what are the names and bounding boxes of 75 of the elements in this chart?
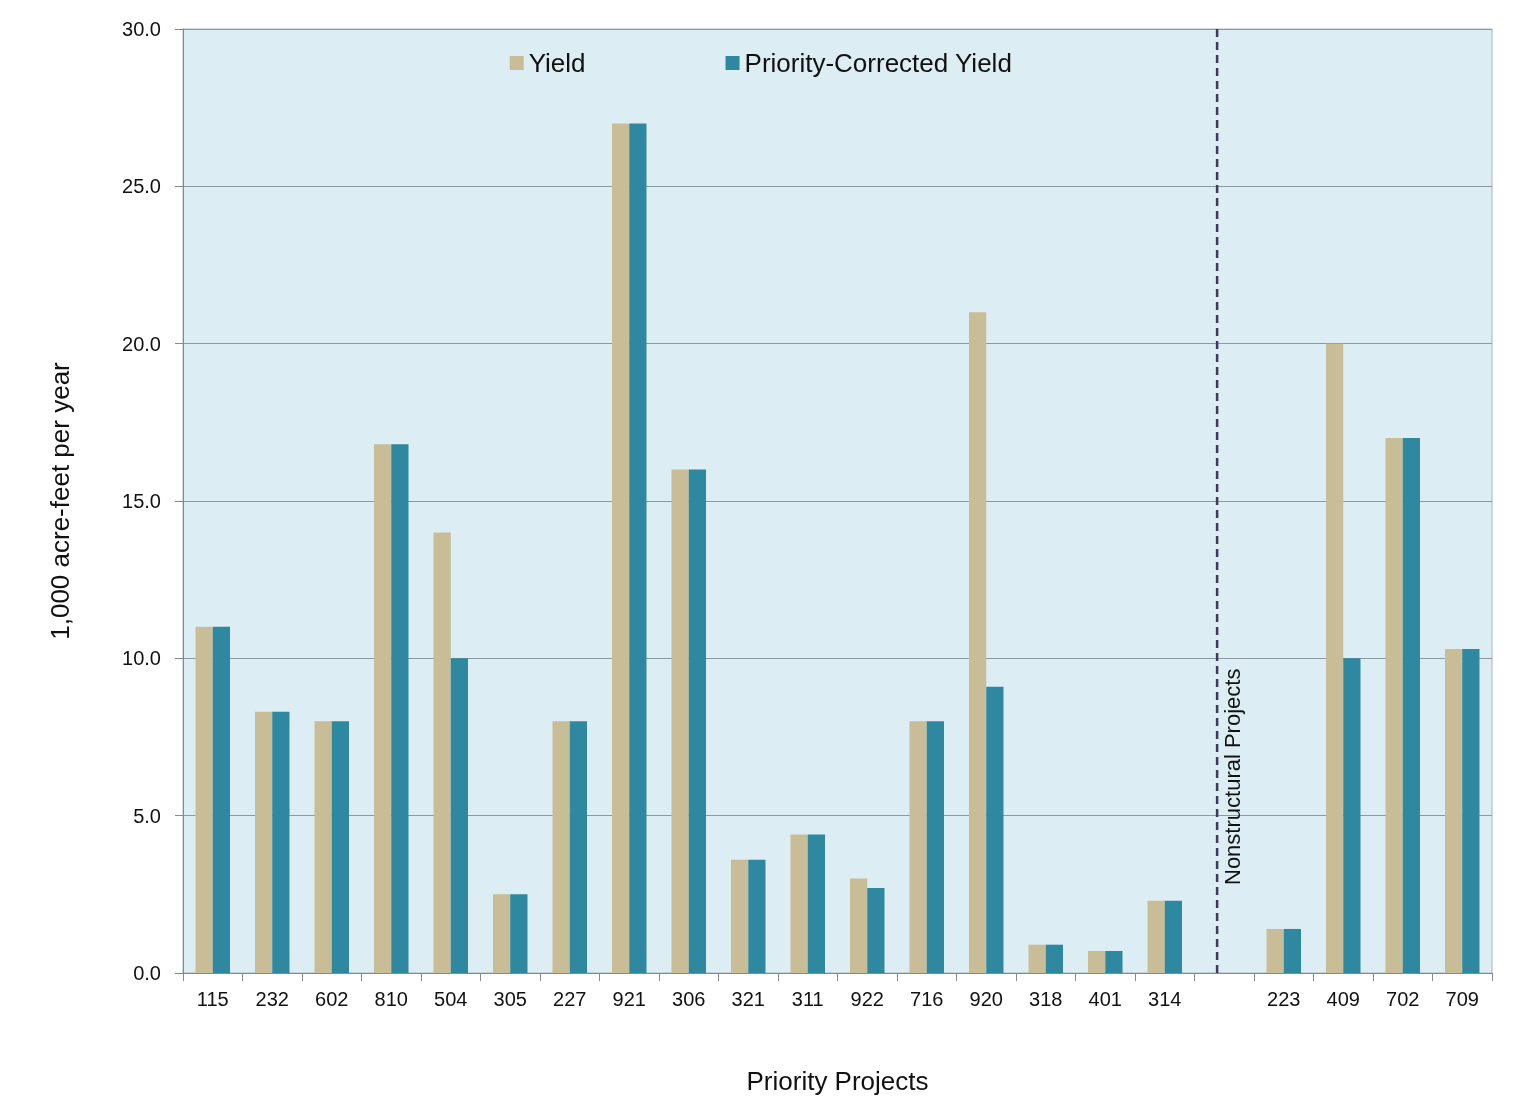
x-tick-label: 602 [315,988,349,1010]
x-tick-label: 232 [255,988,289,1010]
x-tick-label: 922 [850,988,884,1010]
bar [807,834,826,973]
bar [1105,950,1123,973]
bar [552,721,570,973]
bar [850,878,868,973]
bar [1147,900,1165,973]
y-tick-label: 0.0 [133,962,161,984]
y-tick-label: 30.0 [122,18,161,40]
bar [1087,950,1106,973]
x-tick-label: 709 [1445,988,1479,1010]
bar [688,469,707,973]
bar [331,721,350,973]
annotation: Nonstructural Projects [1219,668,1245,885]
bar [867,888,885,973]
y-tick-label: 20.0 [122,332,161,355]
bar [1028,944,1046,973]
bar [450,658,469,973]
y-tick-label: 25.0 [122,175,161,198]
bar [374,444,392,973]
x-tick-label: 401 [1088,988,1122,1010]
bar [510,894,528,973]
x-tick-label: 921 [612,988,646,1010]
bar [1164,900,1183,973]
x-tick-label: 223 [1267,988,1301,1010]
x-tick-label: 314 [1148,988,1182,1010]
x-tick-label: 504 [434,988,468,1010]
x-tick-label: 321 [731,988,765,1010]
x-axis-title: Priority Projects [746,1066,929,1096]
bar [1283,928,1302,973]
bar [909,721,927,973]
bar [1326,343,1344,973]
y-tick-label: 15.0 [122,490,161,512]
bar [1402,438,1421,973]
bar [671,469,689,973]
bar [612,123,630,973]
x-tick-label: 115 [196,988,229,1010]
bar [195,626,213,973]
bar [1266,928,1284,973]
x-tick-label: 311 [791,988,824,1010]
bar [255,711,273,973]
bar [748,859,766,973]
x-tick-label: 716 [910,988,944,1010]
x-tick-label: 227 [553,988,587,1010]
bar [314,721,332,973]
x-tick-label: 920 [969,988,1003,1010]
y-tick-label: 5.0 [133,804,161,827]
bar [391,444,409,973]
bar [272,711,290,973]
x-tick-label: 702 [1386,988,1420,1010]
bar [1385,438,1403,973]
x-tick-label: 409 [1326,988,1360,1010]
bar [629,123,647,973]
bar [1462,648,1480,973]
x-tick-label: 810 [374,988,408,1010]
bar [790,834,808,973]
x-tick-label: 306 [672,988,706,1010]
bar [926,721,945,973]
bar [1045,944,1064,973]
bar [969,312,987,973]
bar [1343,658,1361,973]
bar [731,859,749,973]
bar [986,686,1004,973]
legend-label: Priority-Corrected Yield [744,48,1012,78]
y-axis-title: 1,000 acre-feet per year [45,361,75,640]
y-tick-label: 10.0 [122,647,161,670]
bar [1445,648,1463,973]
bar [493,894,511,973]
x-tick-label: 305 [493,988,527,1010]
bar [569,721,588,973]
x-tick-label: 318 [1029,988,1063,1010]
bar [433,532,451,973]
legend-label: Yield [528,48,586,78]
bar [212,626,231,973]
